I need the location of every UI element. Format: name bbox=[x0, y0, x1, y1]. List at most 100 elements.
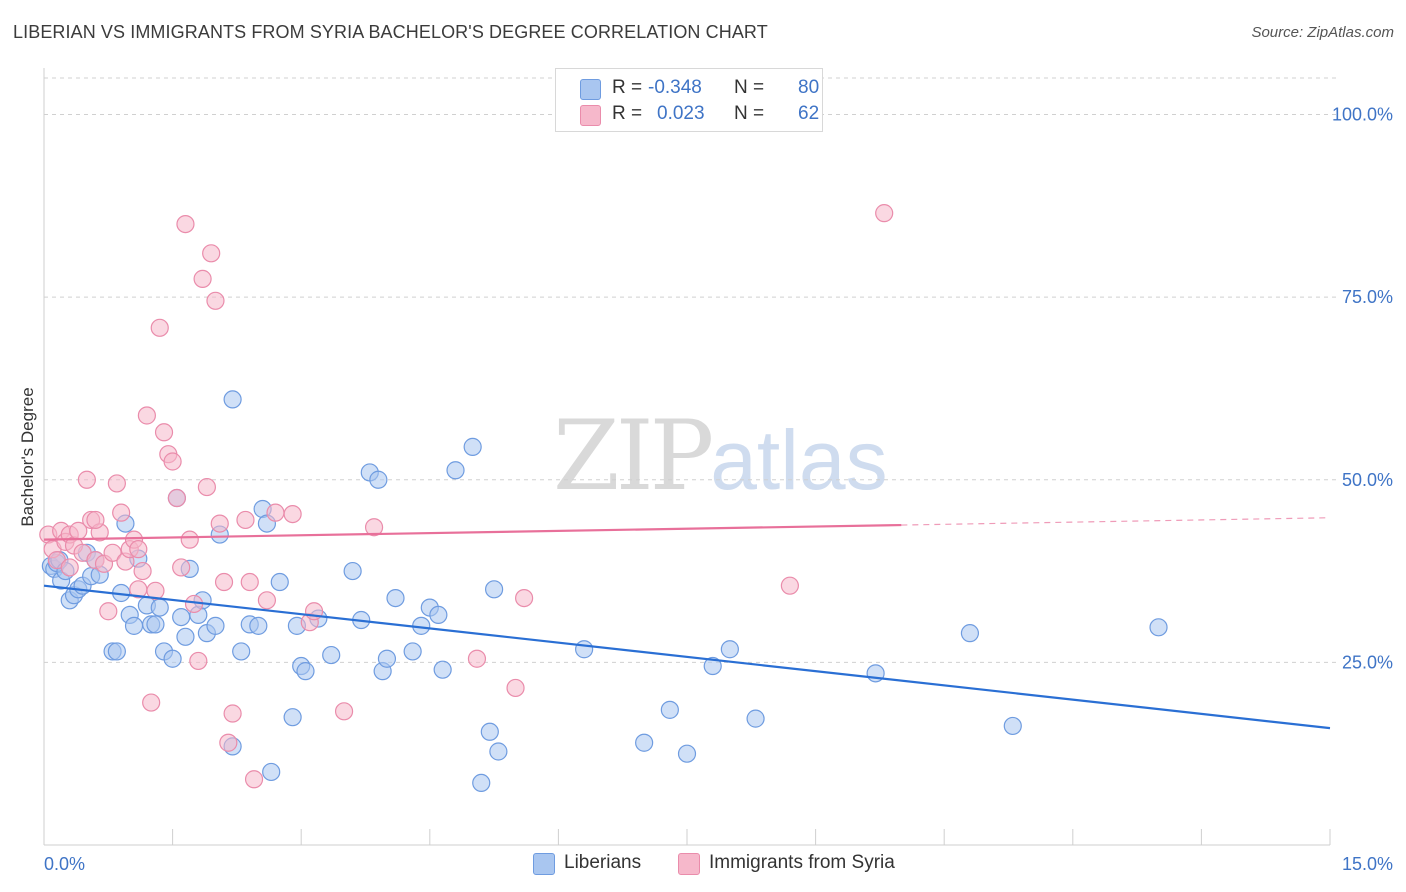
liberians-point bbox=[403, 642, 422, 661]
liberians-point bbox=[124, 616, 144, 635]
liberians-point bbox=[176, 627, 195, 646]
syria-point bbox=[172, 558, 191, 577]
syria-point bbox=[266, 503, 285, 522]
syria-point bbox=[142, 693, 161, 712]
syria-point bbox=[515, 588, 534, 608]
syria-point bbox=[154, 423, 174, 442]
liberians-point bbox=[107, 642, 126, 661]
liberians-point bbox=[343, 561, 362, 581]
x-tick-label: 0.0% bbox=[44, 854, 85, 874]
watermark: ZIPatlas bbox=[553, 400, 888, 512]
liberians-swatch-icon bbox=[533, 853, 555, 875]
syria-point bbox=[99, 602, 118, 621]
liberians-point bbox=[377, 649, 397, 668]
liberians-point bbox=[472, 773, 491, 793]
syria-point bbox=[257, 591, 277, 610]
syria-point bbox=[334, 702, 354, 721]
liberians-point bbox=[429, 605, 448, 625]
liberians-point bbox=[223, 390, 242, 409]
syria-point bbox=[467, 649, 487, 668]
legend-n-label: N = bbox=[734, 77, 765, 98]
liberians-point bbox=[703, 656, 722, 676]
syria-point bbox=[129, 540, 148, 559]
syria-point bbox=[146, 581, 165, 600]
liberians-point bbox=[146, 615, 165, 634]
syria-trend-extension bbox=[901, 517, 1331, 526]
syria-point bbox=[219, 733, 238, 752]
syria-point bbox=[103, 543, 122, 562]
liberians-point bbox=[163, 649, 182, 668]
liberians-point bbox=[172, 607, 191, 627]
liberians-point bbox=[232, 642, 251, 661]
liberians-point bbox=[446, 461, 465, 480]
liberians-point bbox=[270, 572, 289, 592]
liberians-point bbox=[296, 662, 315, 681]
label-layer: 25.0% 50.0% 75.0% 100.0% 0.0% 15.0% Bachelor's… bbox=[18, 105, 1393, 874]
watermark-zip: ZIP bbox=[553, 400, 714, 512]
liberians-point bbox=[575, 640, 594, 659]
syria-point bbox=[210, 514, 229, 533]
syria-point bbox=[163, 452, 182, 471]
syria-point bbox=[283, 504, 302, 524]
syria-point bbox=[240, 572, 259, 592]
syria-point bbox=[506, 678, 525, 698]
syria-point bbox=[133, 561, 152, 581]
liberians-point bbox=[463, 437, 482, 456]
syria-point bbox=[364, 518, 384, 537]
syria-point bbox=[176, 214, 195, 234]
syria-point bbox=[60, 558, 79, 577]
source-credit: Source: ZipAtlas.com bbox=[1251, 24, 1394, 41]
grid-layer bbox=[44, 77, 1336, 663]
liberians-point bbox=[386, 588, 405, 608]
syria-point bbox=[202, 244, 221, 263]
syria-point bbox=[244, 770, 264, 789]
syria-point bbox=[112, 503, 131, 522]
liberians-point bbox=[322, 645, 341, 665]
legend-r-label: R = bbox=[612, 77, 643, 98]
syria-point bbox=[180, 530, 199, 549]
syria-point bbox=[197, 477, 216, 497]
liberians-trend-line bbox=[43, 584, 1331, 730]
legend-n-value: 62 bbox=[798, 103, 820, 124]
syria-point bbox=[780, 576, 799, 595]
liberians-swatch-icon bbox=[580, 79, 601, 100]
liberians-point bbox=[249, 616, 268, 635]
y-tick-label: 75.0% bbox=[1342, 287, 1393, 307]
liberians-point bbox=[433, 660, 452, 679]
syria-point bbox=[137, 406, 156, 425]
chart-title: LIBERIAN VS IMMIGRANTS FROM SYRIA BACHEL… bbox=[13, 22, 768, 42]
bottom-legend-syria-label: Immigrants from Syria bbox=[709, 852, 895, 873]
trend-layer bbox=[43, 517, 1331, 730]
liberians-point bbox=[369, 470, 388, 489]
syria-trend-line bbox=[43, 523, 902, 541]
syria-swatch-icon bbox=[678, 853, 700, 875]
syria-point bbox=[167, 488, 186, 508]
y-tick-label: 25.0% bbox=[1342, 652, 1393, 672]
y-tick-label: 50.0% bbox=[1342, 470, 1393, 490]
syria-point bbox=[77, 470, 96, 489]
liberians-point bbox=[206, 616, 225, 635]
bottom-legend-liberians-label: Liberians bbox=[564, 852, 642, 873]
stats-legend: R = -0.348 N = 80 R = 0.023 N = 62 bbox=[555, 68, 823, 132]
liberians-point bbox=[660, 700, 679, 719]
syria-point bbox=[189, 651, 208, 671]
liberians-point bbox=[480, 722, 499, 741]
liberians-point bbox=[960, 624, 980, 643]
liberians-point bbox=[635, 733, 654, 752]
legend-r-value: 0.023 bbox=[657, 103, 705, 124]
liberians-point bbox=[262, 762, 281, 782]
syria-point bbox=[107, 474, 126, 493]
y-tick-label: 100.0% bbox=[1332, 105, 1393, 125]
liberians-point bbox=[1003, 716, 1022, 736]
y-axis-title: Bachelor's Degree bbox=[18, 387, 37, 526]
axis-layer bbox=[43, 68, 1331, 846]
syria-point bbox=[875, 204, 894, 223]
syria-point bbox=[193, 269, 212, 288]
watermark-atlas: atlas bbox=[710, 413, 888, 507]
legend-r-value: -0.348 bbox=[648, 77, 702, 98]
liberians-point bbox=[1149, 618, 1168, 637]
liberians-point bbox=[485, 580, 504, 599]
syria-point bbox=[86, 510, 105, 530]
syria-point bbox=[150, 318, 169, 337]
